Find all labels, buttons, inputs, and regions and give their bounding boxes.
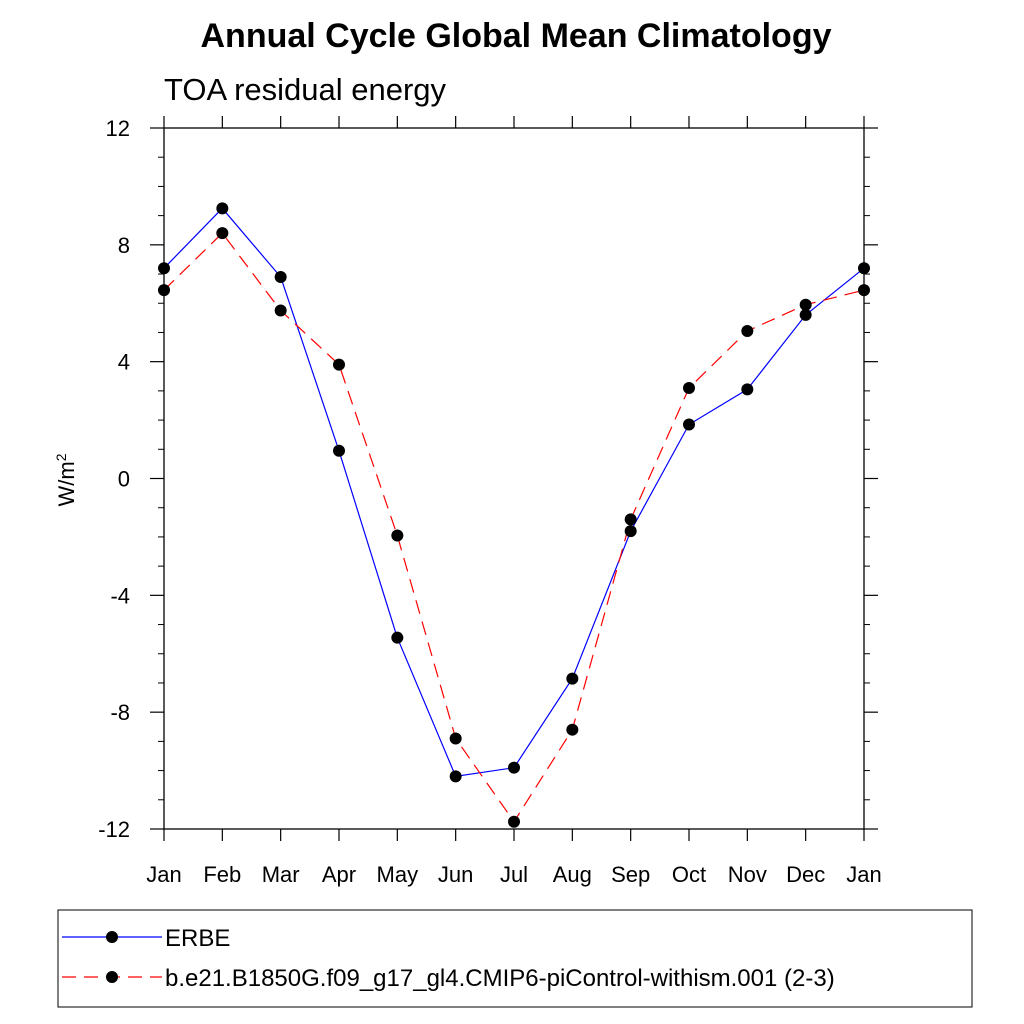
x-tick-label: Aug	[553, 862, 592, 887]
legend: ERBE b.e21.B1850G.f09_g17_gl4.CMIP6-piCo…	[57, 909, 973, 1008]
y-axis-label-base: W/m	[54, 461, 79, 506]
y-tick-label: 0	[118, 467, 130, 492]
x-tick-label: Nov	[728, 862, 767, 887]
series-0-point	[741, 383, 754, 396]
x-tick-label: Apr	[322, 862, 356, 887]
x-tick-label: Oct	[672, 862, 706, 887]
series-1-point	[741, 324, 754, 337]
x-tick-label: Sep	[611, 862, 650, 887]
chart-subtitle: TOA residual energy	[164, 72, 447, 107]
series-1-point	[333, 358, 345, 371]
chart-title: Annual Cycle Global Mean Climatology	[201, 17, 832, 55]
x-tick-label: Jun	[438, 862, 473, 887]
series-line-1	[163, 232, 865, 823]
legend-label-model: b.e21.B1850G.f09_g17_gl4.CMIP6-piControl…	[165, 965, 835, 992]
legend-marker-model	[106, 971, 118, 983]
y-axis-label: W/m2	[53, 453, 79, 506]
series-line-0	[163, 207, 865, 778]
y-tick-label: -8	[110, 700, 130, 725]
series-1-point	[799, 298, 812, 311]
series-1-point	[624, 513, 637, 526]
y-tick-label: 12	[106, 116, 130, 141]
y-tick-label: -4	[110, 583, 130, 608]
series-1-point	[274, 304, 287, 317]
legend-label-erbe: ERBE	[165, 925, 230, 952]
x-tick-label: Feb	[203, 862, 241, 887]
series-0-point	[391, 631, 404, 644]
plot-frame	[163, 127, 865, 830]
series-0-point	[508, 761, 520, 774]
y-tick-label: 8	[118, 233, 130, 258]
y-tick-label: 4	[118, 350, 130, 375]
series-1-point	[449, 732, 462, 745]
x-tick-label: Jul	[500, 862, 528, 887]
series-1-point	[216, 227, 229, 240]
plot-series	[158, 202, 870, 828]
series-0-point	[216, 202, 229, 215]
series-0-point	[449, 770, 462, 783]
series-0-point	[274, 270, 287, 283]
series-0-point	[566, 672, 579, 685]
series-0-point	[333, 444, 345, 457]
legend-box	[57, 909, 973, 1008]
series-0-point	[683, 418, 695, 431]
series-1-point	[683, 381, 695, 394]
series-0-point	[799, 308, 812, 321]
series-0-point	[624, 525, 637, 538]
y-axis-label-superscript: 2	[53, 453, 69, 461]
x-tick-label: Dec	[786, 862, 825, 887]
x-tick-label: May	[377, 862, 419, 887]
axis-ticks: Jan Feb Mar Apr May Jun Jul Aug Sep Oct Nov Dec Jan 1…	[98, 116, 882, 887]
y-tick-label: -12	[98, 817, 130, 842]
x-tick-label: Jan	[846, 862, 881, 887]
x-tick-label: Jan	[146, 862, 181, 887]
x-tick-label: Mar	[262, 862, 300, 887]
series-1-point	[566, 723, 579, 736]
legend-marker-erbe	[106, 931, 118, 943]
series-1-point	[508, 815, 520, 828]
series-1-point	[391, 529, 404, 542]
